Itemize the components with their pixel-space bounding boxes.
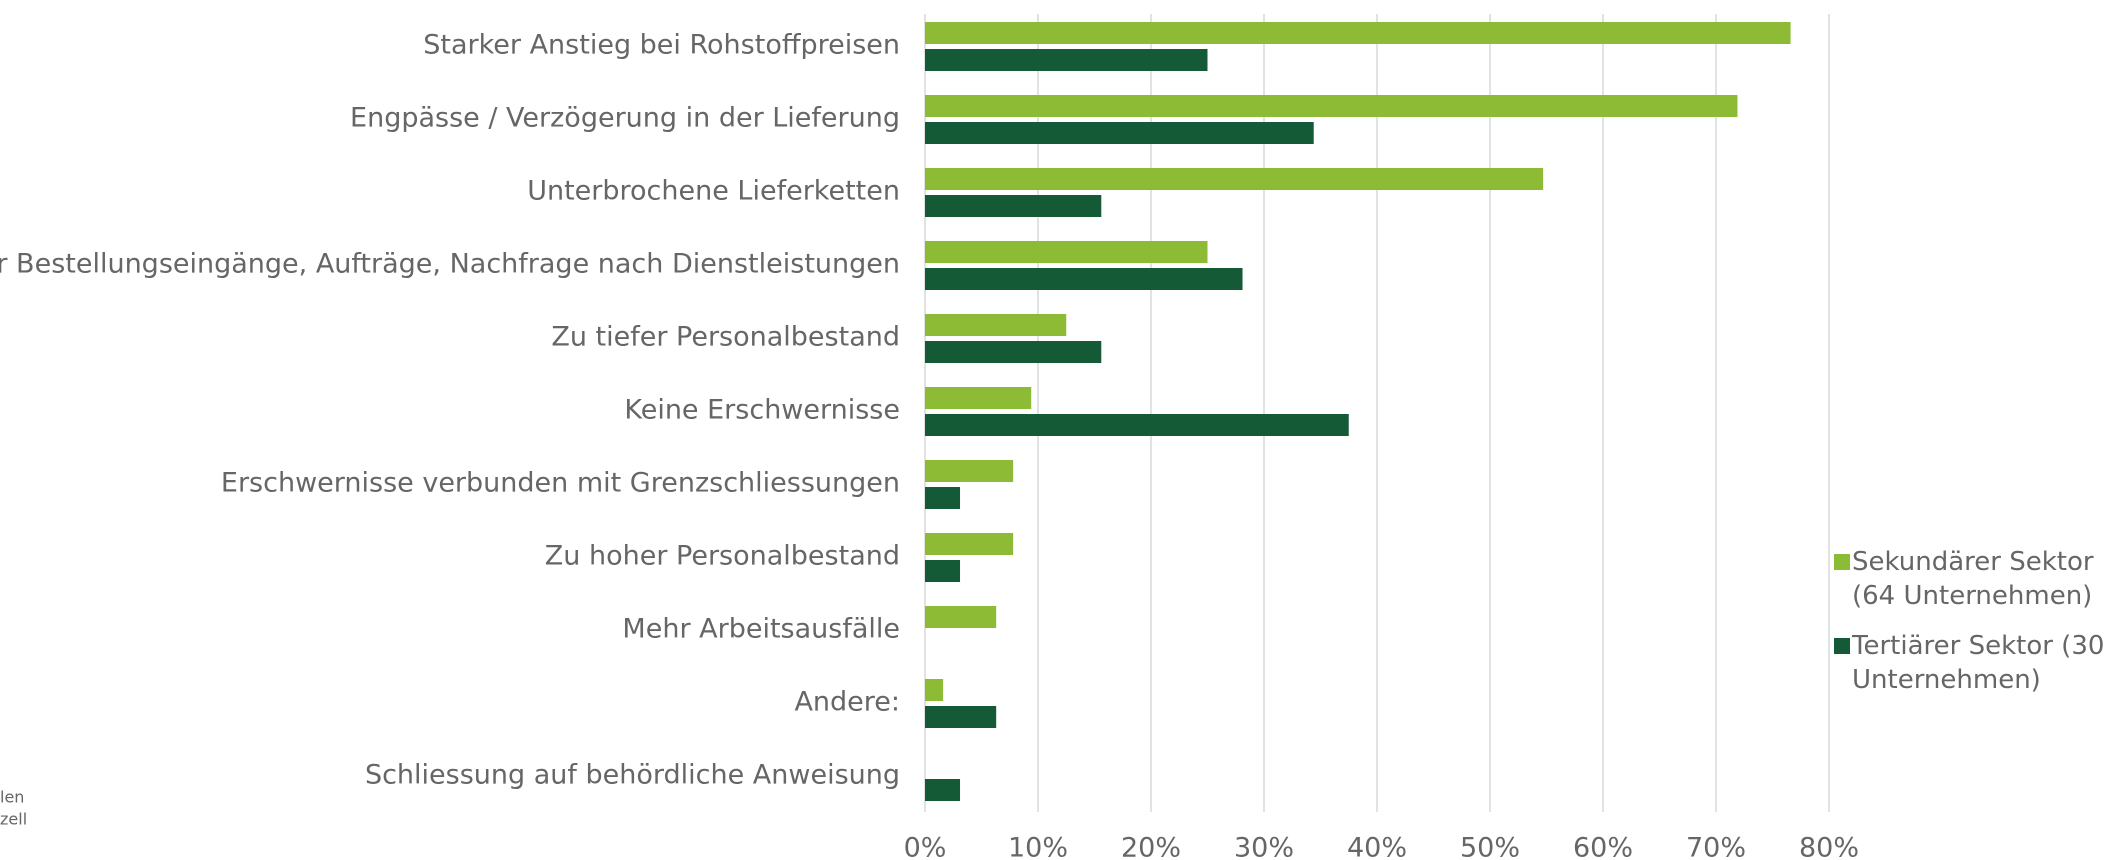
bar	[925, 268, 1243, 290]
x-tick-label: 30%	[1234, 833, 1294, 860]
legend-label: Tertiärer Sektor (30 Unternehmen)	[1852, 631, 2105, 695]
bar	[925, 314, 1067, 336]
category-label: Erschwernisse verbunden mit Grenzschlies…	[221, 468, 900, 499]
bar	[925, 241, 1208, 263]
category-label: Mehr Arbeitsausfälle	[622, 614, 900, 645]
category-label: Andere:	[794, 687, 900, 718]
x-tick-label: 40%	[1347, 833, 1407, 860]
bar	[925, 487, 961, 509]
bar	[925, 22, 1791, 44]
legend-entry: Sekundärer Sektor (64 Unternehmen)	[1834, 545, 2122, 613]
category-label: Keine Erschwernisse	[624, 395, 900, 426]
legend-entry: Tertiärer Sektor (30 Unternehmen)	[1834, 629, 2122, 697]
x-tick-label: 60%	[1573, 833, 1633, 860]
side-text: zell	[0, 810, 27, 829]
bar	[925, 49, 1208, 71]
bar	[925, 460, 1014, 482]
legend-label: Sekundärer Sektor (64 Unternehmen)	[1852, 547, 2094, 611]
bar	[925, 606, 997, 628]
bar	[925, 679, 944, 701]
bar	[925, 341, 1102, 363]
x-tick-label: 80%	[1799, 833, 1859, 860]
x-tick-label: 10%	[1008, 833, 1068, 860]
bar	[925, 414, 1349, 436]
side-text: len	[0, 788, 24, 807]
bar	[925, 122, 1314, 144]
category-label: Unterbrochene Lieferketten	[527, 176, 900, 207]
legend-swatch	[1834, 554, 1850, 570]
bar	[925, 168, 1544, 190]
x-tick-label: 20%	[1121, 833, 1181, 860]
category-label: Zu tiefer Personalbestand	[551, 322, 900, 353]
x-tick-label: 50%	[1460, 833, 1520, 860]
category-label: Weniger Bestellungseingänge, Aufträge, N…	[0, 249, 900, 280]
bar	[925, 195, 1102, 217]
category-label: Schliessung auf behördliche Anweisung	[365, 760, 900, 791]
category-label: Starker Anstieg bei Rohstoffpreisen	[423, 30, 900, 61]
bar	[925, 779, 961, 801]
x-tick-label: 0%	[904, 833, 947, 860]
bar	[925, 533, 1014, 555]
bar	[925, 387, 1032, 409]
bar	[925, 706, 997, 728]
bar	[925, 560, 961, 582]
x-tick-label: 70%	[1686, 833, 1746, 860]
legend-swatch	[1834, 638, 1850, 654]
bar	[925, 95, 1738, 117]
category-label: Engpässe / Verzögerung in der Lieferung	[350, 103, 900, 134]
category-label: Zu hoher Personalbestand	[545, 541, 900, 572]
